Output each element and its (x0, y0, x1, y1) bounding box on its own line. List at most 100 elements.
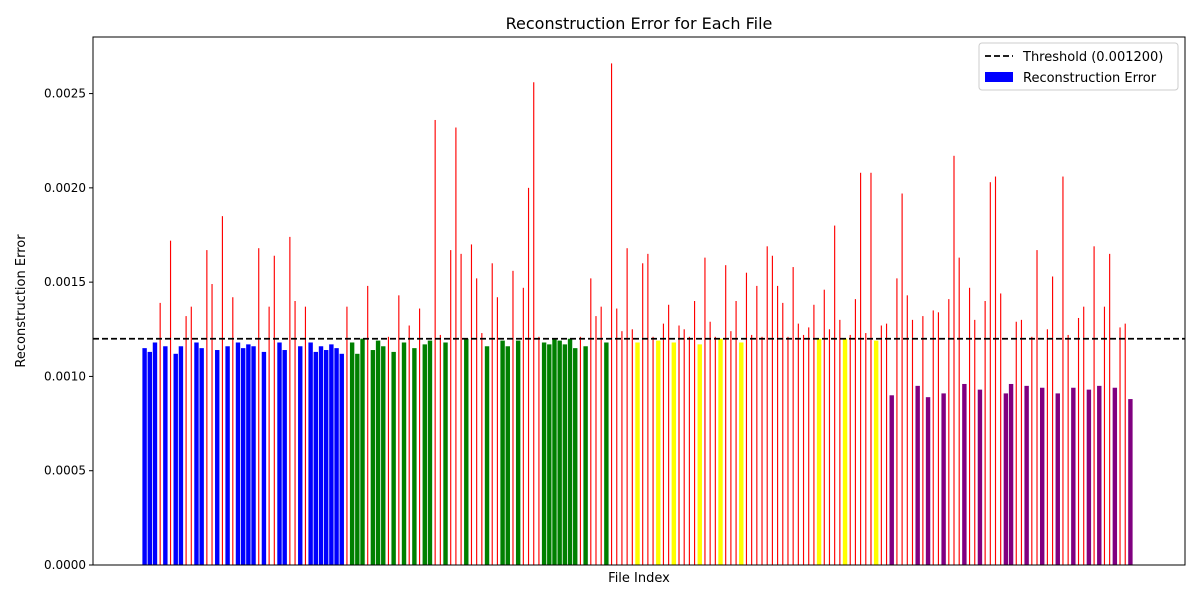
bar-anomaly (1000, 293, 1002, 565)
bar (261, 351, 267, 565)
bar-anomaly (834, 225, 836, 565)
bar-anomaly (268, 306, 270, 565)
bar (873, 340, 879, 565)
bar (375, 340, 381, 565)
bar (225, 346, 230, 565)
bar-anomaly (1083, 306, 1085, 565)
bar-anomaly (808, 327, 810, 565)
bar-anomaly (642, 263, 644, 565)
bar (1008, 383, 1014, 565)
bar (391, 351, 396, 565)
bar (567, 338, 573, 565)
bar (889, 395, 894, 565)
bar (339, 353, 344, 565)
bar (282, 350, 287, 565)
bar-anomaly (968, 287, 971, 565)
bar (515, 340, 521, 565)
bar (298, 346, 303, 565)
bar-anomaly (600, 306, 602, 565)
bar-anomaly (911, 319, 914, 565)
bar (308, 342, 313, 565)
bar-anomaly (206, 250, 208, 565)
bar-anomaly (896, 278, 898, 565)
bar-anomaly (937, 312, 939, 565)
bar (173, 353, 178, 565)
bars-layer (142, 63, 1133, 566)
bar-anomaly (782, 302, 784, 565)
bar-anomaly (771, 255, 773, 566)
bar-anomaly (159, 302, 161, 565)
bar-anomaly (1062, 176, 1064, 566)
bar (941, 393, 946, 565)
bar-anomaly (211, 284, 213, 565)
bar-anomaly (387, 336, 390, 565)
bar-anomaly (792, 267, 794, 565)
bar (552, 338, 557, 565)
bar (464, 338, 469, 565)
bar-anomaly (616, 308, 618, 565)
bar (1024, 385, 1029, 565)
bar-anomaly (169, 240, 172, 565)
bar-anomaly (865, 333, 867, 565)
bar-anomaly (761, 336, 763, 565)
bar-anomaly (419, 308, 421, 565)
bar-anomaly (185, 316, 187, 565)
bar (547, 344, 552, 565)
bar (360, 338, 365, 565)
bar (251, 346, 256, 565)
bar (962, 383, 967, 565)
bar-anomaly (735, 301, 737, 565)
bar-anomaly (439, 334, 441, 565)
bar (215, 350, 220, 565)
bar-anomaly (538, 336, 540, 565)
bar-anomaly (626, 248, 628, 565)
bar-anomaly (1052, 276, 1054, 565)
bar (635, 342, 640, 565)
bar-anomaly (1124, 323, 1126, 565)
bar-anomaly (828, 329, 831, 565)
bar-anomaly (1031, 336, 1033, 565)
y-tick-label: 0.0020 (44, 181, 86, 195)
bar-anomaly (289, 236, 291, 565)
bar (697, 344, 702, 565)
bar (583, 346, 588, 565)
bar-anomaly (906, 295, 908, 565)
bar (401, 342, 407, 565)
bar-anomaly (610, 63, 613, 566)
bar-anomaly (994, 176, 997, 566)
bar (152, 342, 158, 565)
bar-anomaly (823, 289, 825, 565)
bar-anomaly (787, 336, 789, 565)
bar-anomaly (802, 334, 805, 565)
bar-anomaly (766, 246, 768, 565)
bar (199, 348, 204, 565)
bar (178, 346, 184, 565)
bar-anomaly (813, 304, 815, 565)
bar (541, 342, 547, 565)
bar (240, 348, 246, 565)
legend-threshold-label: Threshold (0.001200) (1022, 50, 1163, 65)
bar-anomaly (512, 270, 514, 565)
bar-anomaly (590, 278, 592, 565)
bar (313, 351, 319, 565)
bar (334, 348, 339, 565)
bar (422, 344, 427, 565)
bar-anomaly (662, 323, 665, 565)
bar (977, 389, 983, 565)
bar-anomaly (989, 182, 991, 565)
bar (1040, 387, 1045, 565)
bar-anomaly (797, 323, 799, 565)
bar-anomaly (346, 306, 348, 565)
bar-anomaly (450, 250, 452, 565)
plot-frame (92, 36, 1186, 566)
y-axis: 0.0000 0.0005 0.0010 0.0015 0.0020 0.0025 (44, 87, 93, 572)
bar-anomaly (631, 329, 633, 565)
bar (381, 346, 386, 565)
bar-anomaly (683, 329, 685, 565)
bar (318, 346, 324, 565)
bar-anomaly (367, 285, 369, 565)
bar-anomaly (849, 334, 851, 565)
bar-anomaly (948, 299, 950, 565)
bar-anomaly (1067, 334, 1069, 565)
